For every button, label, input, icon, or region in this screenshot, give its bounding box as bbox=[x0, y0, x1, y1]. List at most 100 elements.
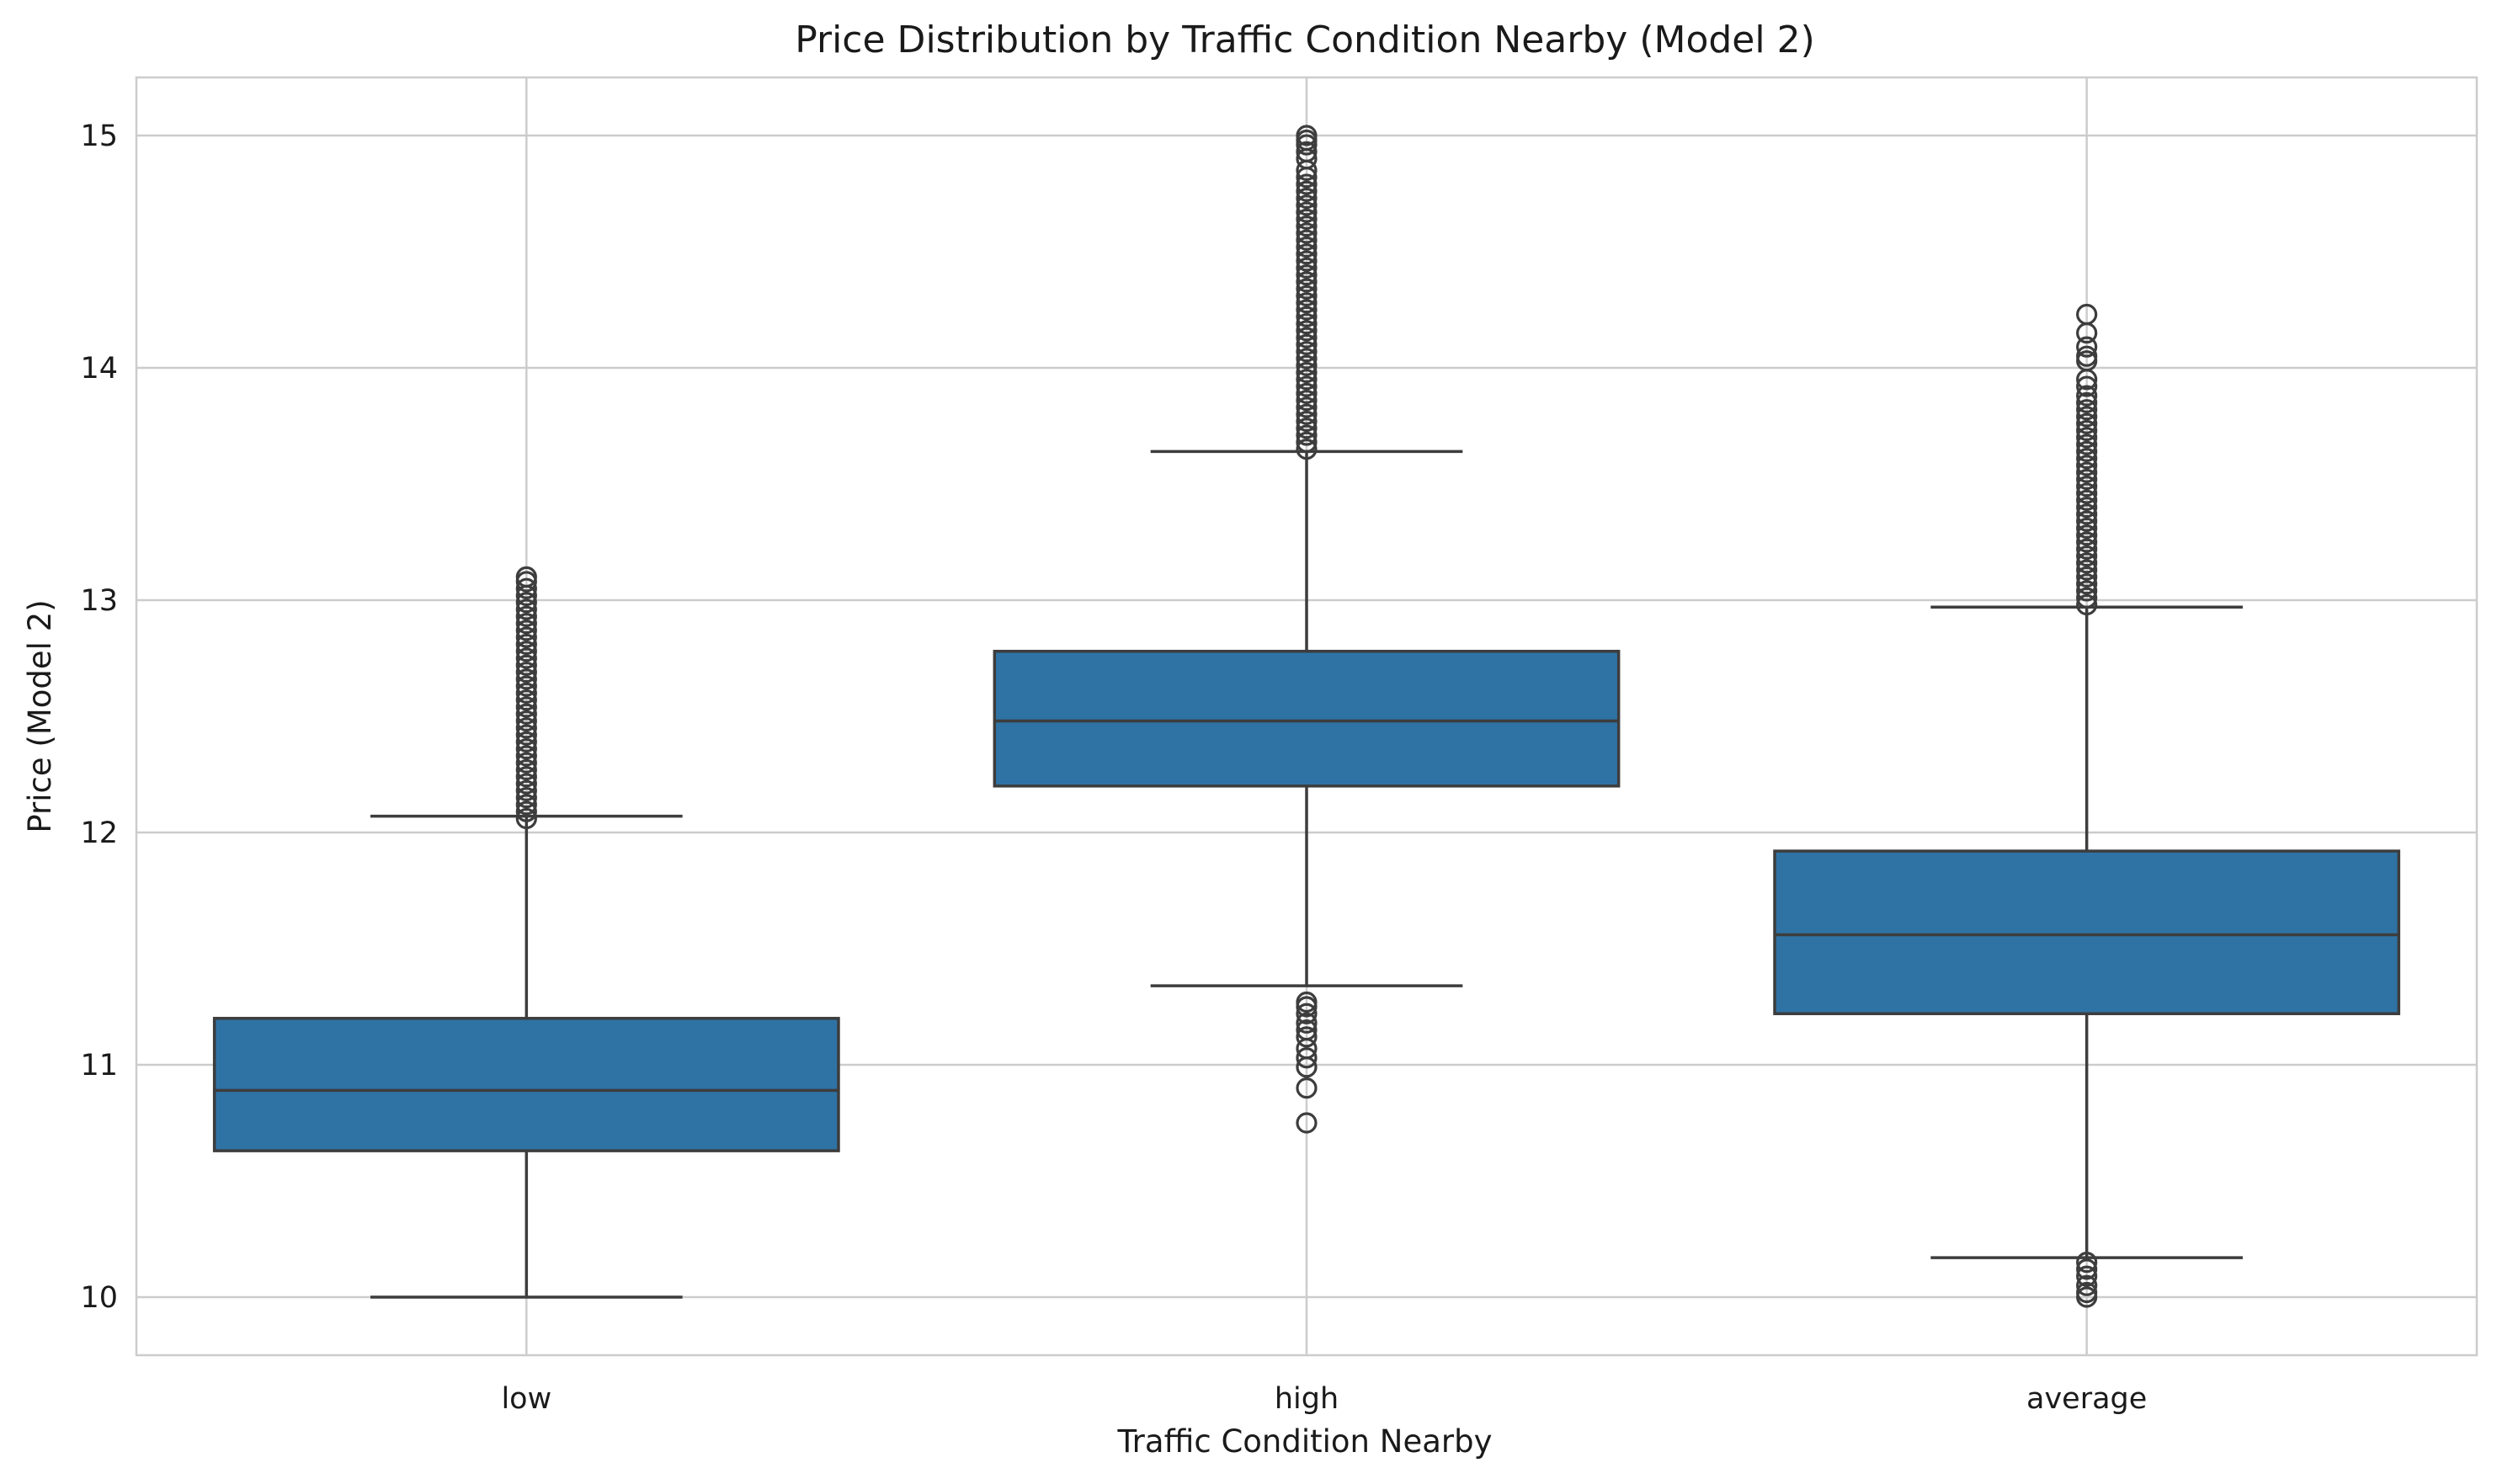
outlier-point bbox=[1296, 125, 1318, 146]
outlier-point bbox=[515, 801, 537, 822]
outlier-point bbox=[2076, 336, 2098, 358]
outlier-point bbox=[1296, 403, 1318, 425]
outlier-point bbox=[1296, 222, 1318, 244]
outlier-point bbox=[515, 689, 537, 711]
outlier-point bbox=[1296, 271, 1318, 293]
outlier-point bbox=[1296, 1077, 1318, 1099]
outlier-point bbox=[2076, 419, 2098, 442]
outlier-point bbox=[2076, 385, 2098, 407]
outlier-point bbox=[2076, 531, 2098, 553]
outlier-point bbox=[2076, 1286, 2098, 1308]
outlier-point bbox=[515, 598, 537, 620]
outlier-point bbox=[2076, 587, 2098, 609]
outlier-point bbox=[515, 577, 537, 599]
outlier-point bbox=[1296, 327, 1318, 348]
y-axis-label: Price (Model 2) bbox=[22, 599, 58, 832]
outlier-point bbox=[1296, 410, 1318, 433]
outlier-point bbox=[515, 779, 537, 801]
outlier-point bbox=[515, 738, 537, 760]
outlier-point bbox=[2076, 552, 2098, 574]
outlier-point bbox=[1296, 375, 1318, 397]
outlier-point bbox=[1296, 348, 1318, 370]
outlier-point bbox=[1296, 1012, 1318, 1034]
outlier-point bbox=[515, 641, 537, 662]
outlier-point bbox=[515, 794, 537, 816]
outlier-point bbox=[515, 717, 537, 739]
outlier-point bbox=[515, 605, 537, 627]
outlier-point bbox=[2076, 391, 2098, 413]
x-tick-label: average bbox=[2026, 1382, 2147, 1416]
outlier-point bbox=[1296, 396, 1318, 418]
outlier-point bbox=[2076, 399, 2098, 421]
outlier-point bbox=[515, 773, 537, 795]
outlier-point bbox=[1296, 354, 1318, 376]
outlier-point bbox=[2076, 482, 2098, 504]
outlier-point bbox=[1296, 187, 1318, 210]
outlier-point bbox=[1296, 208, 1318, 230]
y-tick-label: 11 bbox=[80, 1049, 118, 1082]
outlier-point bbox=[1296, 438, 1318, 460]
box-group-high bbox=[993, 125, 1621, 1134]
outlier-point bbox=[2076, 489, 2098, 511]
outlier-point bbox=[2076, 455, 2098, 476]
outlier-point bbox=[1296, 333, 1318, 355]
outlier-point bbox=[1296, 1112, 1318, 1134]
outlier-point bbox=[515, 710, 537, 732]
outlier-point bbox=[1296, 250, 1318, 272]
outlier-point bbox=[2076, 496, 2098, 519]
outlier-point bbox=[1296, 236, 1318, 258]
outlier-point bbox=[515, 766, 537, 788]
x-axis-ticks: low high average bbox=[501, 1382, 2147, 1416]
outlier-point bbox=[515, 633, 537, 656]
outlier-point bbox=[2076, 566, 2098, 588]
outlier-point bbox=[515, 752, 537, 774]
boxes bbox=[212, 125, 2401, 1308]
x-tick-label: low bbox=[501, 1382, 551, 1416]
box-group-low bbox=[212, 566, 840, 1299]
plot-frame bbox=[135, 76, 2478, 1357]
outlier-point bbox=[2076, 503, 2098, 525]
y-axis-ticks: 10 11 12 13 14 15 bbox=[80, 120, 118, 1315]
outlier-point bbox=[1296, 341, 1318, 363]
outlier-point bbox=[2076, 1265, 2098, 1287]
outlier-point bbox=[1296, 180, 1318, 202]
outlier-point bbox=[515, 724, 537, 746]
outlier-point bbox=[1296, 173, 1318, 195]
outlier-point bbox=[1296, 418, 1318, 439]
iqr-box bbox=[1773, 849, 2401, 1016]
outlier-point bbox=[2076, 461, 2098, 483]
outlier-point bbox=[1296, 285, 1318, 307]
y-tick-label: 12 bbox=[80, 816, 118, 850]
outlier-point bbox=[1296, 1047, 1318, 1069]
outlier-point bbox=[515, 745, 537, 767]
outlier-point bbox=[515, 668, 537, 690]
outlier-point bbox=[2076, 427, 2098, 449]
x-tick-label: high bbox=[1275, 1382, 1339, 1416]
outlier-point bbox=[2076, 593, 2098, 616]
outlier-point bbox=[1296, 1056, 1318, 1078]
outlier-point bbox=[515, 786, 537, 809]
outlier-point bbox=[1296, 1026, 1318, 1048]
outlier-point bbox=[2076, 1258, 2098, 1280]
outlier-point bbox=[515, 696, 537, 718]
y-tick-label: 10 bbox=[80, 1281, 118, 1315]
outlier-point bbox=[2076, 580, 2098, 602]
outlier-point bbox=[2076, 476, 2098, 497]
outlier-point bbox=[1296, 369, 1318, 391]
outlier-point bbox=[2076, 448, 2098, 470]
outlier-point bbox=[1296, 278, 1318, 300]
outlier-point bbox=[2076, 345, 2098, 367]
outlier-point bbox=[2076, 559, 2098, 581]
outlier-point bbox=[2076, 545, 2098, 567]
outlier-point bbox=[2076, 573, 2098, 595]
outlier-point bbox=[1296, 424, 1318, 446]
iqr-box bbox=[212, 1017, 840, 1152]
outlier-point bbox=[515, 654, 537, 676]
outlier-point bbox=[2076, 433, 2098, 455]
outlier-point bbox=[1296, 320, 1318, 342]
y-tick-label: 14 bbox=[80, 352, 118, 386]
outlier-point bbox=[515, 731, 537, 753]
outlier-point bbox=[1296, 996, 1318, 1018]
iqr-box bbox=[993, 649, 1621, 788]
